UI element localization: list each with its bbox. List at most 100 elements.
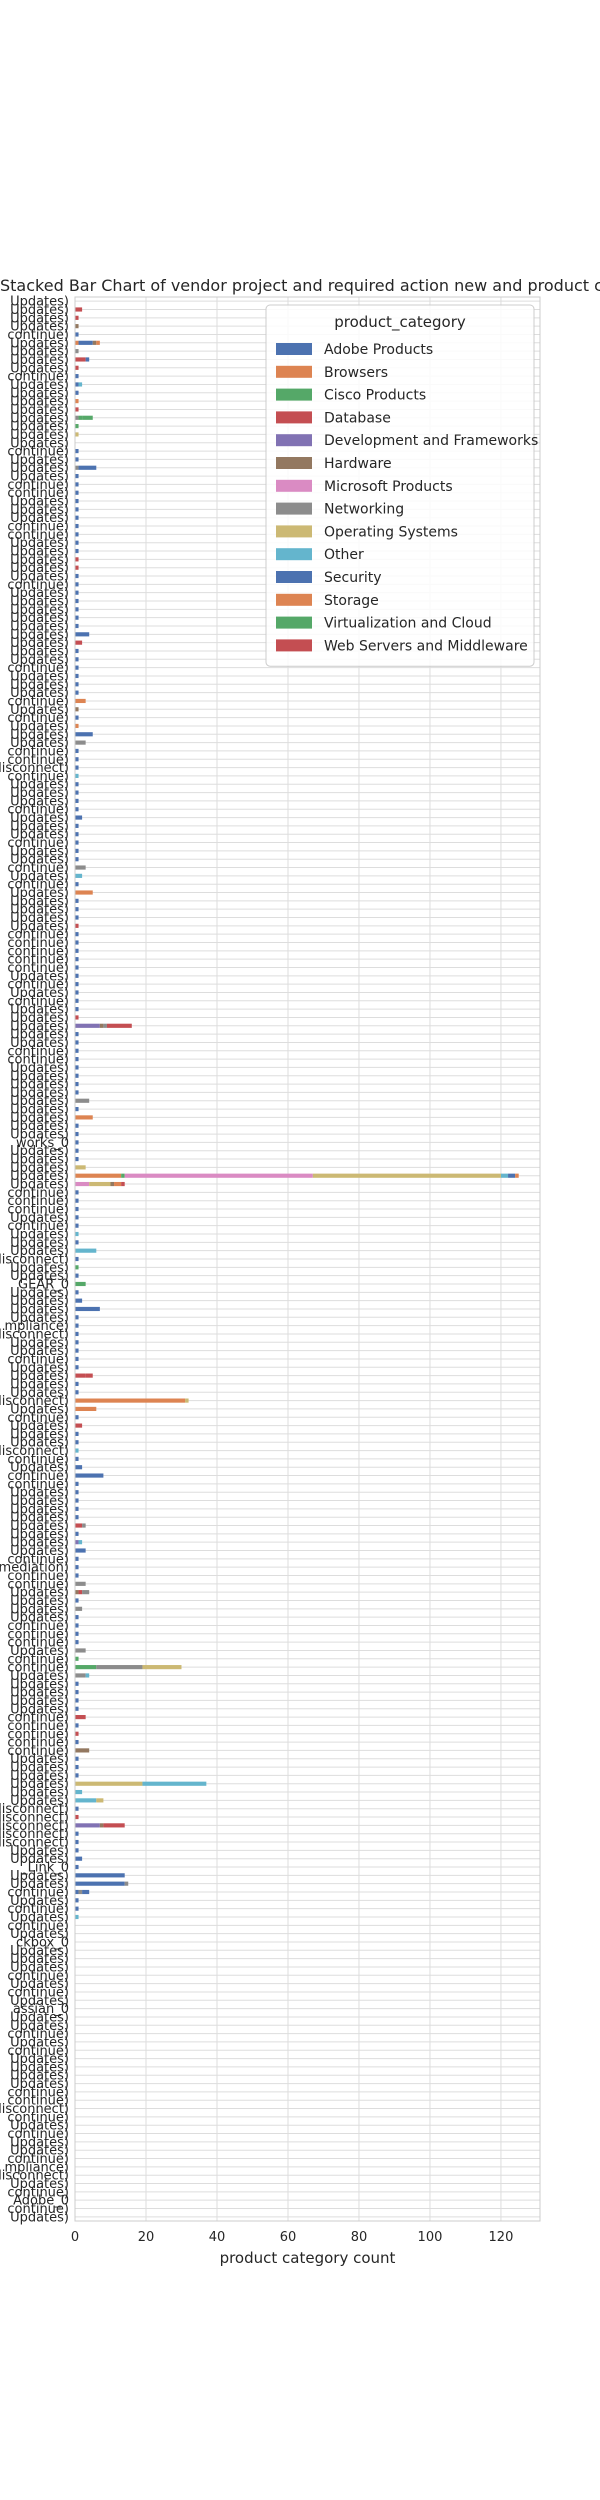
- y-tick-label: continue): [7, 878, 69, 893]
- y-tick-label: _Link_0: [20, 1861, 69, 1876]
- y-tick-label: Updates): [10, 411, 69, 426]
- bar-segment: [75, 1323, 79, 1328]
- y-tick-label: Updates): [10, 2077, 69, 2092]
- bar-segment: [75, 673, 79, 679]
- bar-segment: [75, 1398, 186, 1403]
- bar-segment: [75, 1240, 79, 1245]
- y-tick-label: Updates): [10, 1036, 69, 1051]
- y-tick-label: Updates): [10, 1386, 69, 1401]
- y-tick-label: Updates): [10, 1877, 69, 1892]
- legend-swatch: [276, 616, 312, 629]
- bar-segment: [75, 1898, 79, 1903]
- bar-segment: [75, 1373, 86, 1378]
- bar-segment: [82, 1590, 90, 1595]
- legend-swatch: [276, 411, 312, 424]
- y-tick-label: continue): [7, 928, 69, 943]
- y-tick-label: Updates): [10, 378, 69, 393]
- y-tick-label: Updates): [10, 1286, 69, 1301]
- bar-segment: [75, 1889, 79, 1895]
- bar-segment: [75, 1631, 79, 1636]
- bar-segment: [75, 1648, 86, 1653]
- y-tick-label: disconnect): [0, 1394, 69, 1409]
- bar-segment: [75, 1431, 79, 1436]
- y-tick-label: continue): [7, 1477, 69, 1492]
- bar-segment: [99, 1823, 104, 1828]
- y-tick-label: continue): [7, 1411, 69, 1426]
- y-tick-label: Updates): [10, 1602, 69, 1617]
- bar-segment: [75, 1715, 86, 1720]
- bar-segment: [75, 424, 79, 429]
- bar-segment: [75, 540, 79, 545]
- legend-swatch: [276, 571, 312, 583]
- y-tick-label: Updates): [10, 828, 69, 843]
- bar-segment: [75, 1090, 79, 1095]
- bar-segment: [75, 823, 79, 828]
- bar-segment: [75, 773, 79, 778]
- y-tick-label: Updates): [10, 1336, 69, 1351]
- bar-segment: [75, 1740, 79, 1745]
- y-tick-label: Updates): [10, 1402, 69, 1417]
- bar-segment: [75, 1215, 79, 1220]
- y-tick-label: continue): [7, 953, 69, 968]
- x-tick-label: 40: [209, 2230, 226, 2245]
- legend-swatch: [276, 434, 312, 447]
- y-tick-label: continue): [7, 2027, 69, 2042]
- y-tick-label: continue): [7, 370, 69, 385]
- y-tick-label: Updates): [10, 603, 69, 618]
- bar-segment: [75, 565, 79, 570]
- legend-swatch: [276, 502, 312, 515]
- legend-swatch: [276, 388, 312, 401]
- bar-segment: [75, 1082, 79, 1087]
- bar-segment: [500, 1173, 509, 1178]
- y-tick-label: continue): [7, 1744, 69, 1759]
- bar-segment: [75, 1340, 79, 1345]
- x-tick-label: 60: [280, 2230, 297, 2245]
- x-axis-label: product category count: [220, 2249, 396, 2267]
- y-tick-label: continue): [7, 1577, 69, 1592]
- bar-segment: [75, 1590, 79, 1595]
- legend-entry-label: Cisco Products: [324, 388, 426, 404]
- y-tick-label: disconnect): [0, 1836, 69, 1851]
- y-tick-label: Updates): [10, 1502, 69, 1517]
- bar-segment: [75, 665, 79, 670]
- y-tick-label: disconnect): [0, 2102, 69, 2117]
- y-tick-label: Updates): [10, 1994, 69, 2009]
- x-tick-label: 80: [351, 2230, 368, 2245]
- bar-segment: [75, 1115, 93, 1120]
- bar-segment: [75, 1764, 79, 1770]
- bar-segment: [75, 1856, 83, 1861]
- bar-segment: [75, 590, 79, 595]
- y-tick-label: Updates): [10, 911, 69, 926]
- y-tick-label: Updates): [10, 786, 69, 801]
- y-tick-label: continue): [7, 1636, 69, 1651]
- bar-segment: [75, 682, 79, 687]
- y-tick-label: Updates): [10, 1786, 69, 1801]
- y-tick-label: Updates): [10, 495, 69, 510]
- bar-segment: [75, 1290, 79, 1295]
- bar-segment: [75, 1848, 79, 1853]
- y-tick-label: Updates): [10, 1594, 69, 1609]
- y-tick-label: disconnect): [0, 1827, 69, 1842]
- y-tick-label: Updates): [10, 2060, 69, 2075]
- bar-segment: [75, 807, 79, 812]
- bar-segment: [75, 1256, 79, 1262]
- bar-segment: [75, 1773, 79, 1778]
- y-tick-label: Updates): [10, 1344, 69, 1359]
- y-tick-label: disconnect): [0, 761, 69, 776]
- bar-segment: [75, 415, 79, 420]
- bar-segment: [75, 732, 93, 737]
- y-tick-label: assian_0: [13, 2002, 69, 2017]
- legend-swatch: [276, 343, 312, 355]
- y-tick-label: disconnect): [0, 1253, 69, 1268]
- y-tick-label: Updates): [10, 553, 69, 568]
- y-tick-label: disconnect): [0, 1327, 69, 1342]
- y-tick-label: continue): [7, 2202, 69, 2217]
- y-tick-label: disconnect): [0, 1811, 69, 1826]
- bar-segment: [75, 1048, 79, 1053]
- bar-segment: [75, 1248, 97, 1253]
- bar-segment: [75, 707, 79, 712]
- bar-segment: [75, 1423, 83, 1428]
- bar-segment: [75, 857, 79, 862]
- y-tick-label: continue): [7, 2085, 69, 2100]
- y-tick-label: Updates): [10, 1611, 69, 1626]
